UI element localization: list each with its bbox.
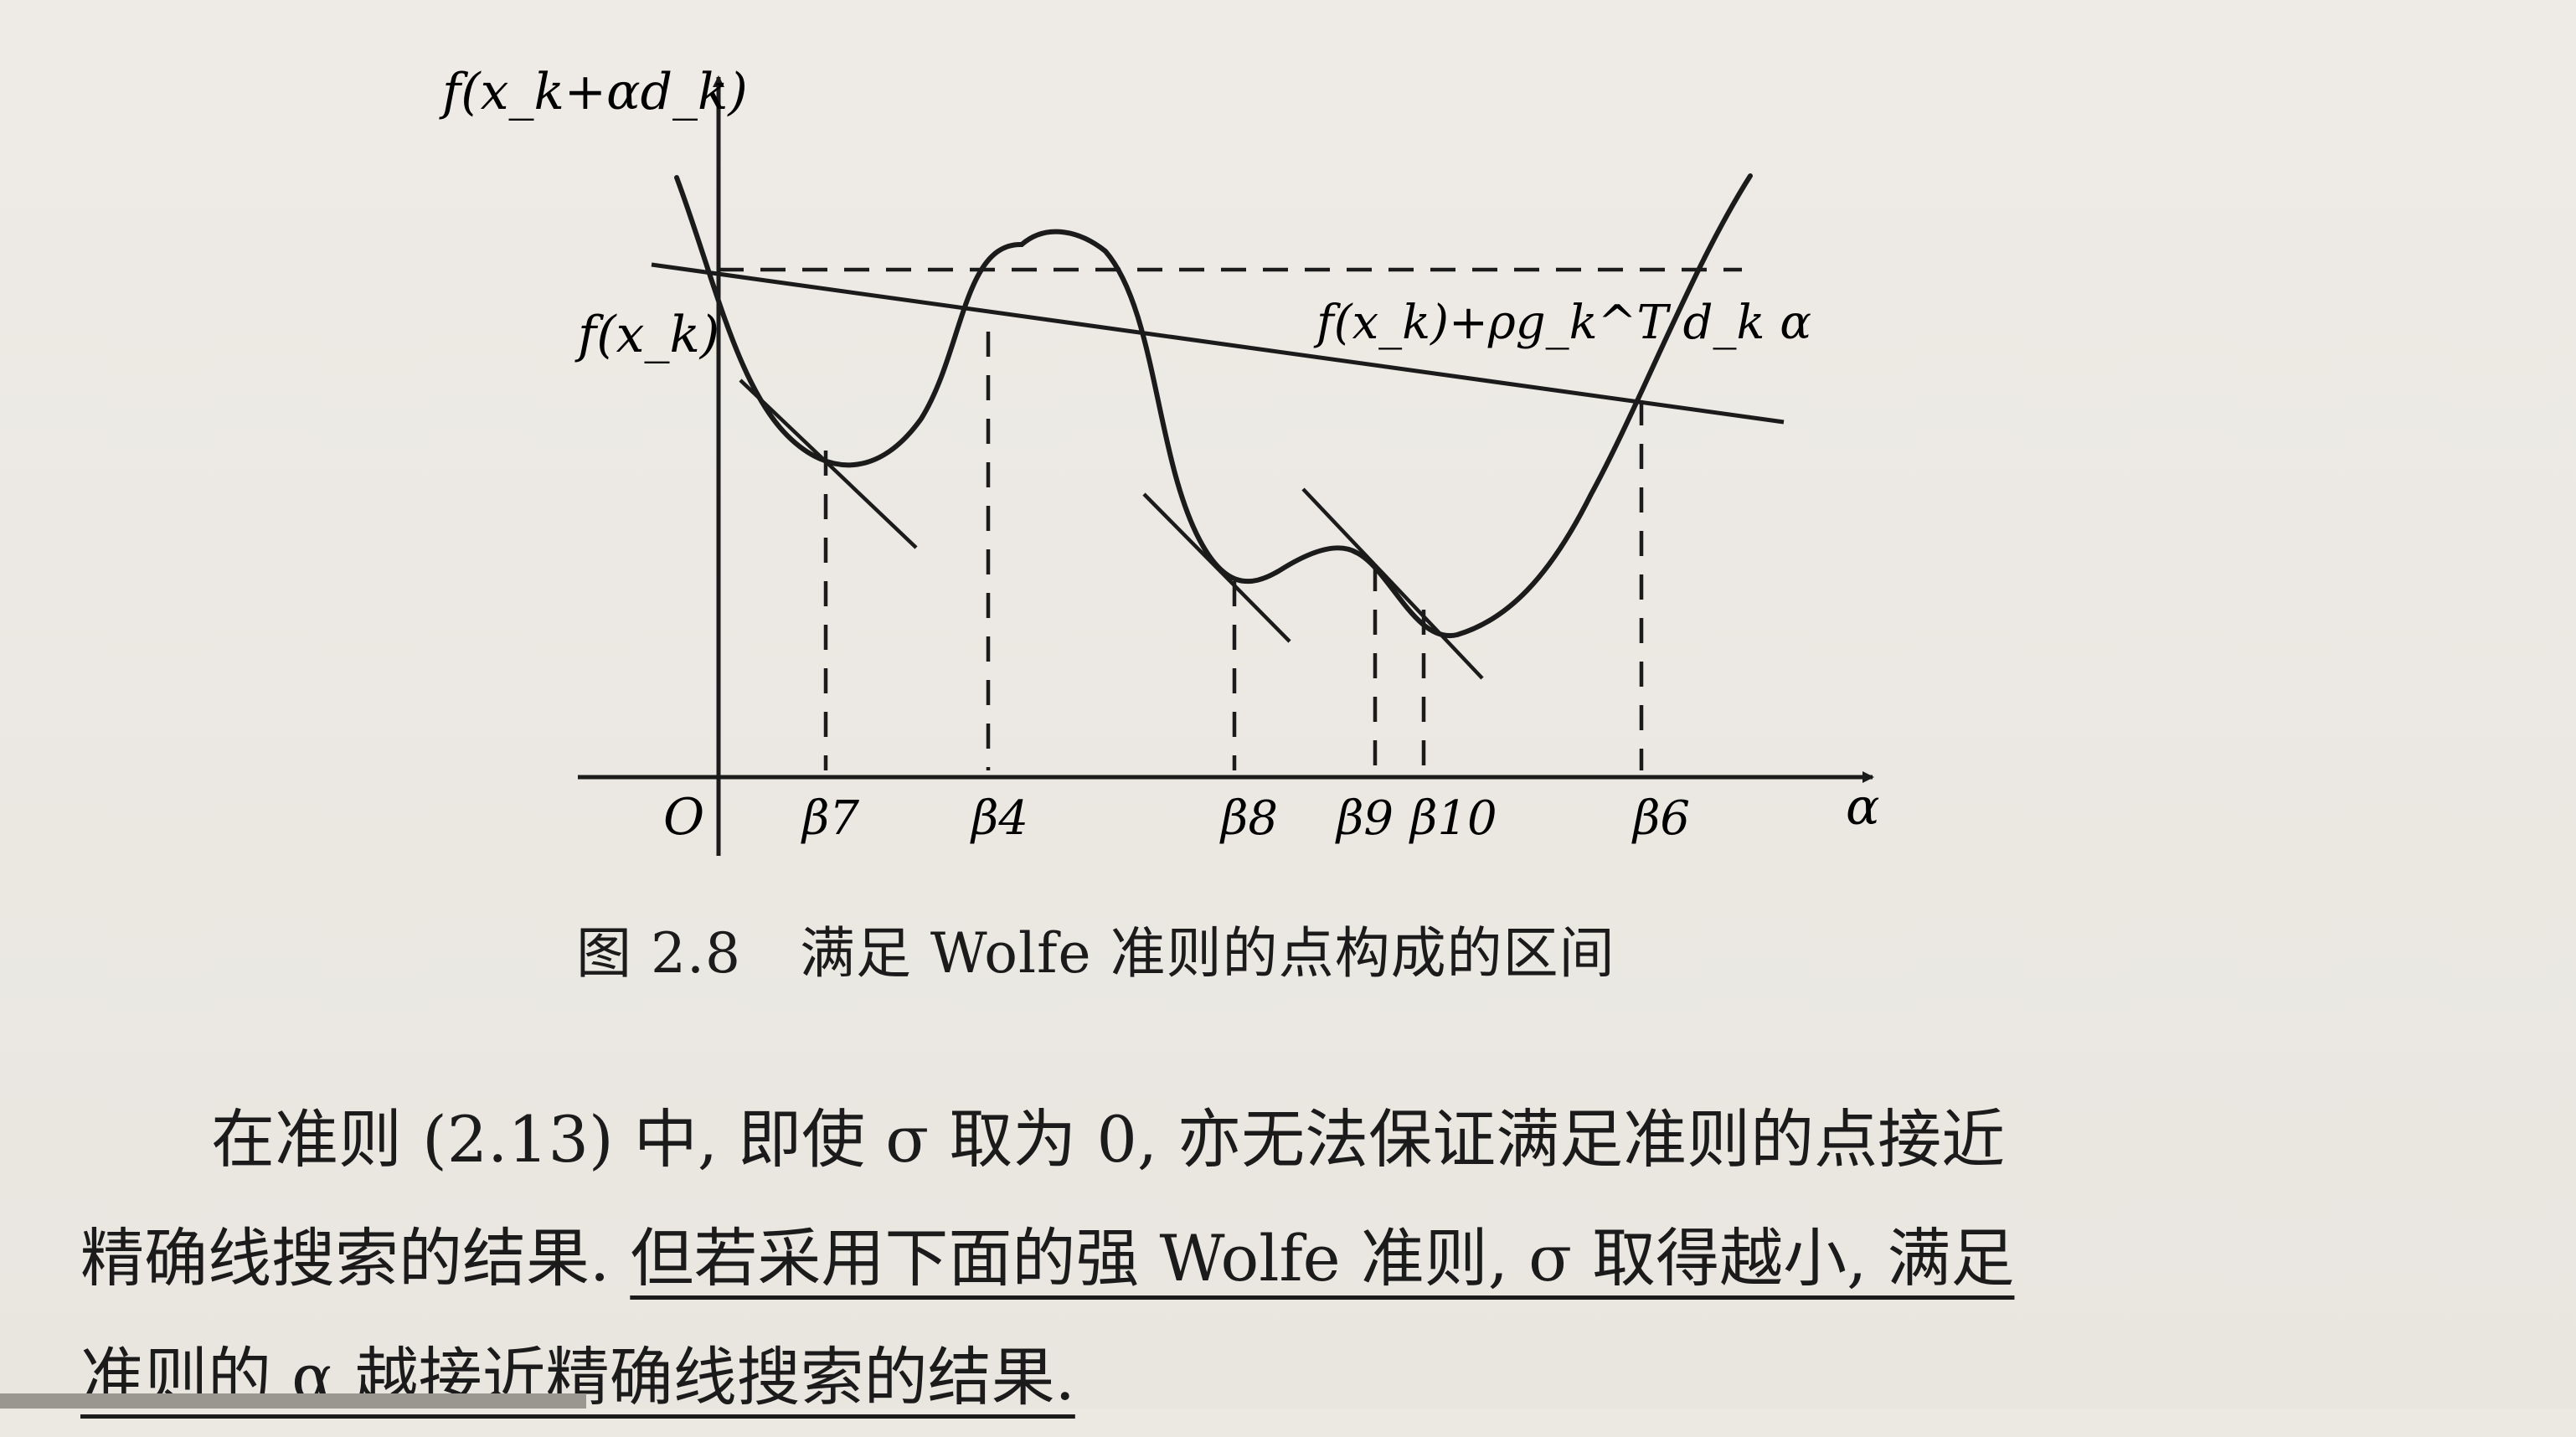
paragraph-line-1: 在准则 (2.13) 中, 即使 σ 取为 0, 亦无法保证满足准则的点接近 <box>211 1102 2006 1177</box>
beta6-label: β6 <box>1631 791 1690 846</box>
paragraph-line-2-plain: 精确线搜索的结果. <box>80 1221 631 1295</box>
body-paragraph: 在准则 (2.13) 中, 即使 σ 取为 0, 亦无法保证满足准则的点接近 精… <box>80 1080 2358 1437</box>
figure-caption-text: 满足 Wolfe 准则的点构成的区间 <box>799 921 1615 986</box>
origin-label: O <box>663 788 704 847</box>
beta10-label: β10 <box>1409 791 1497 846</box>
beta9-label: β9 <box>1335 791 1394 846</box>
beta7-label: β7 <box>801 791 859 846</box>
page-edge-shadow <box>0 1393 586 1409</box>
armijo-line <box>651 262 1785 425</box>
figure-caption: 图 2.8 满足 Wolfe 准则的点构成的区间 <box>576 909 1615 989</box>
tangent-beta7 <box>739 379 918 549</box>
objective-curve <box>674 173 1753 639</box>
paragraph-line-2-underlined: 但若采用下面的强 Wolfe 准则, σ 取得越小, 满足 <box>630 1221 2015 1295</box>
fxk-label: f(x_k) <box>574 306 719 364</box>
beta8-label: β8 <box>1219 791 1278 846</box>
paragraph-line-3: 准则的 α 越接近精确线搜索的结果. <box>80 1318 2358 1437</box>
armijo-line-label: f(x_k)+ρg_k^T d_k α <box>1313 296 1811 350</box>
y-axis-label: f(x_k+αd_k) <box>439 63 748 121</box>
paragraph-line-2: 精确线搜索的结果. 但若采用下面的强 Wolfe 准则, σ 取得越小, 满足 <box>80 1199 2358 1318</box>
wolfe-figure: f(x_k+αd_k) f(x_k) f(x_k)+ρg_k^T d_k α O… <box>439 63 1880 856</box>
tangent-beta8 <box>1142 492 1291 643</box>
figure-number: 图 2.8 <box>576 921 741 986</box>
x-axis-label: α <box>1846 778 1880 837</box>
beta4-label: β4 <box>970 791 1028 846</box>
tangent-beta10 <box>1301 487 1484 680</box>
